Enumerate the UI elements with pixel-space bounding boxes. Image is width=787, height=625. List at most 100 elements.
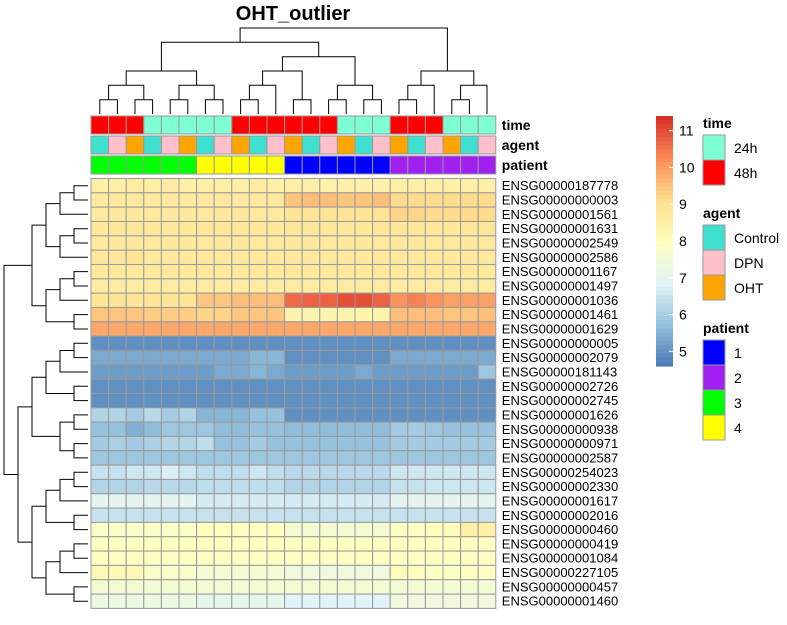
- color-scale-segment: [656, 161, 673, 167]
- heatmap-cell: [213, 478, 233, 495]
- heatmap-cell: [248, 593, 268, 609]
- heatmap-cell: [424, 378, 444, 394]
- heatmap-cell: [125, 507, 145, 523]
- heatmap-cell: [336, 349, 356, 366]
- heatmap-cell: [213, 593, 233, 609]
- heatmap-cell: [196, 235, 215, 251]
- heatmap-cell: [424, 206, 444, 222]
- dendrogram-branch: [73, 514, 88, 531]
- heatmap-cell: [460, 593, 479, 609]
- heatmap-cell: [213, 435, 233, 452]
- color-scale-tick-label: 7: [679, 270, 687, 286]
- heatmap-cell: [336, 249, 356, 265]
- heatmap-cell: [125, 435, 145, 452]
- color-scale-segment: [656, 295, 673, 300]
- row-label: ENSG00000002726: [502, 379, 618, 394]
- heatmap-cell: [108, 507, 127, 523]
- heatmap-cell: [160, 192, 180, 208]
- heatmap-cell: [372, 579, 391, 595]
- heatmap-cell: [160, 464, 180, 480]
- heatmap-cell: [266, 564, 286, 581]
- heatmap-cell: [336, 192, 356, 208]
- heatmap-cell: [125, 220, 145, 237]
- heatmap-cell: [424, 392, 444, 409]
- heatmap-cell: [389, 564, 409, 581]
- heatmap-cells: [90, 178, 497, 609]
- legend-item-label: Control: [734, 230, 779, 246]
- heatmap-cell: [319, 349, 338, 366]
- heatmap-cell: [248, 435, 268, 452]
- heatmap-cell: [424, 306, 444, 323]
- heatmap-cell: [424, 178, 444, 194]
- heatmap-cell: [354, 450, 374, 466]
- heatmap-cell: [336, 536, 356, 552]
- heatmap-cell: [143, 593, 162, 609]
- heatmap-cell: [389, 349, 409, 366]
- heatmap-cell: [336, 335, 356, 351]
- heatmap-cell: [442, 292, 462, 308]
- annotation-cell-agent: [442, 135, 462, 155]
- color-scale-segment: [656, 311, 673, 317]
- heatmap-cell: [143, 349, 162, 366]
- annotation-cell-time: [389, 115, 409, 135]
- heatmap-cell: [477, 220, 497, 237]
- heatmap-cell: [266, 593, 286, 609]
- color-scale-segment: [656, 361, 673, 367]
- heatmap-cell: [284, 378, 303, 394]
- annotation-cell-agent: [389, 135, 409, 155]
- heatmap-cell: [389, 536, 409, 552]
- heatmap-cell: [108, 392, 127, 409]
- color-scale-segment: [656, 253, 673, 259]
- heatmap-cell: [424, 550, 444, 566]
- heatmap-cell: [336, 579, 356, 595]
- heatmap-cell: [108, 421, 127, 437]
- heatmap-cell: [231, 378, 250, 394]
- heatmap-cell: [213, 335, 233, 351]
- heatmap-cell: [336, 550, 356, 566]
- heatmap-cell: [284, 435, 303, 452]
- heatmap-cell: [248, 478, 268, 495]
- heatmap-cell: [143, 507, 162, 523]
- heatmap-cell: [90, 192, 110, 208]
- heatmap-cell: [178, 278, 198, 294]
- heatmap-cell: [248, 292, 268, 308]
- heatmap-cell: [160, 550, 180, 566]
- heatmap-cell: [477, 335, 497, 351]
- heatmap-cell: [424, 235, 444, 251]
- heatmap-cell: [372, 421, 391, 437]
- annotation-cell-agent: [319, 135, 338, 155]
- heatmap-cell: [424, 349, 444, 366]
- heatmap-cell: [389, 493, 409, 509]
- heatmap-cell: [442, 550, 462, 566]
- legend-title-time: time: [703, 115, 732, 131]
- heatmap-cell: [336, 521, 356, 538]
- heatmap-cell: [372, 235, 391, 251]
- heatmap-cell: [301, 421, 321, 437]
- heatmap-cell: [196, 450, 215, 466]
- heatmap-cell: [108, 478, 127, 495]
- heatmap-cell: [354, 536, 374, 552]
- heatmap-cell: [143, 220, 162, 237]
- heatmap-cell: [178, 364, 198, 380]
- legend-title-agent: agent: [703, 205, 741, 221]
- color-scale-segment: [656, 128, 673, 134]
- legend-item-label: 2: [734, 370, 742, 386]
- heatmap-cell: [196, 335, 215, 351]
- heatmap-cell: [389, 278, 409, 294]
- heatmap-cell: [213, 521, 233, 538]
- heatmap-cell: [266, 536, 286, 552]
- heatmap-cell: [477, 178, 497, 194]
- heatmap-cell: [407, 407, 426, 423]
- heatmap-cell: [407, 378, 426, 394]
- heatmap-cell: [389, 550, 409, 566]
- row-label: ENSG00000001617: [502, 493, 618, 508]
- heatmap-cell: [424, 192, 444, 208]
- annotation-label-time: time: [502, 117, 531, 133]
- legend-swatch: [702, 414, 726, 441]
- heatmap-cell: [160, 349, 180, 366]
- heatmap-cell: [354, 478, 374, 495]
- heatmap-cell: [372, 392, 391, 409]
- heatmap-cell: [213, 536, 233, 552]
- heatmap-cell: [160, 178, 180, 194]
- color-scale-segment: [656, 132, 673, 138]
